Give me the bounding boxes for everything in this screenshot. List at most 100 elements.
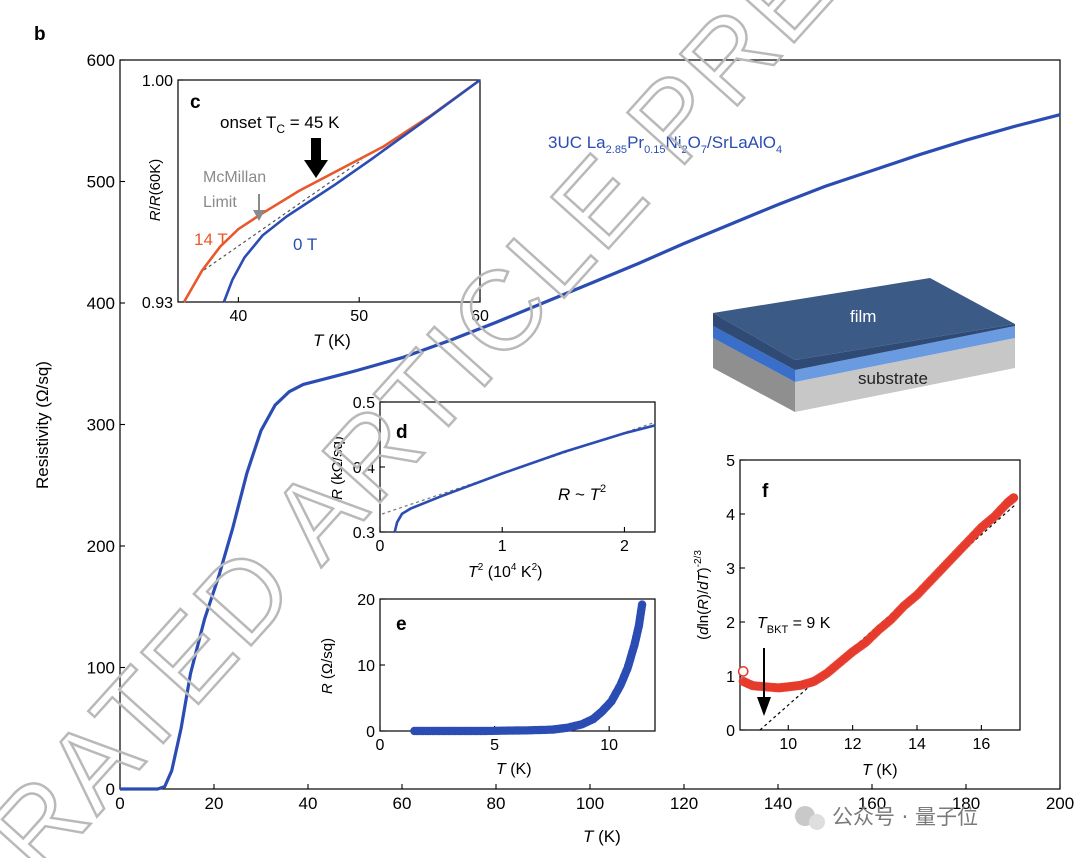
main-xtick-label: 100 <box>576 794 604 813</box>
film-front <box>713 313 795 370</box>
inset-d-ytick-label: 0.5 <box>353 395 375 412</box>
legend-0T: 0 T <box>293 235 317 254</box>
main-chart: 0 20 40 60 80 100 120 140 160 180 200 010020030040… <box>33 51 1074 846</box>
substrate-side <box>795 338 1015 412</box>
inset-e-ytick-label: 20 <box>357 592 375 609</box>
mcmillan-arrow-head <box>253 210 265 221</box>
inset-e-xtick-label: 0 <box>376 737 385 754</box>
inset-f-frame <box>739 459 1021 731</box>
inset-d-y-axis-label: R (kΩ/sq) <box>329 436 346 500</box>
main-xtick-label: 60 <box>393 794 412 813</box>
source-text: 公众号 · 量子位 <box>832 805 978 829</box>
inset-f-x-axis-label: T (K) <box>862 762 898 779</box>
inset-e-ytick-label: 10 <box>357 658 375 675</box>
main-x-ticks: 0 20 40 60 80 100 120 140 160 180 200 <box>115 784 1074 813</box>
inset-f-ytick-label: 4 <box>726 507 735 524</box>
inset-e-ticks: 0 5 10 0 10 20 <box>357 592 618 754</box>
inset-d-xtick-label: 1 <box>498 538 507 555</box>
inset-c-14T-curve <box>182 78 481 303</box>
inset-c-xtick-label: 60 <box>471 308 489 325</box>
inset-c-ytick-label: 1.00 <box>142 73 173 90</box>
mcmillan-label: McMillan <box>203 169 266 186</box>
inset-e-background <box>380 599 655 731</box>
main-ytick-label: 100 <box>87 659 115 678</box>
inset-f-point <box>1009 493 1019 503</box>
main-xtick-label: 160 <box>858 794 886 813</box>
main-ytick-label: 300 <box>87 416 115 435</box>
sample-title: 3UC La2.85Pr0.15Ni2O7/SrLaAlO4 <box>548 133 782 156</box>
inset-f-label: f <box>762 481 769 502</box>
inset-d-annotation: R ~ T2 <box>558 483 606 504</box>
main-xtick-label: 200 <box>1046 794 1074 813</box>
inset-e-xtick-label: 10 <box>600 737 618 754</box>
main-xtick-label: 80 <box>487 794 506 813</box>
main-ytick-label: 0 <box>106 780 115 799</box>
inset-e-x-axis-label: T (K) <box>496 761 532 778</box>
inset-e-points <box>410 600 647 736</box>
inset-c-y-axis-label: R/R(60K) <box>147 159 164 222</box>
main-xtick-label: 40 <box>299 794 318 813</box>
main-xtick-label: 140 <box>764 794 792 813</box>
inset-c-label: c <box>190 92 201 113</box>
inset-d-ticks: 0 1 2 0.3 0.4 0.5 <box>353 395 629 555</box>
inset-c-x-axis-label: T (K) <box>313 331 351 350</box>
film-blue-layer-side <box>795 326 1015 382</box>
main-xtick-label: 180 <box>952 794 980 813</box>
onset-tc-label: onset TC = 45 K <box>220 113 340 136</box>
inset-d-xtick-label: 0 <box>376 538 385 555</box>
main-resistivity-curve <box>120 113 1061 791</box>
inset-e-ytick-label: 0 <box>366 724 375 741</box>
inset-e-y-axis-label: R (Ω/sq) <box>319 638 336 694</box>
onset-tc-arrow <box>304 138 328 178</box>
inset-c-ticks: 40 50 60 0.93 1.00 <box>142 73 489 325</box>
tbkt-arrow-head <box>757 697 771 716</box>
inset-f-ytick-label: 1 <box>726 669 735 686</box>
main-xtick-label: 0 <box>115 794 124 813</box>
main-y-ticks: 0 100 200 300 400 500 600 <box>87 51 125 799</box>
inset-d-xtick-label: 2 <box>620 538 629 555</box>
inset-e: e 0 5 10 0 10 20 R (Ω/sq) T (K) <box>319 592 656 778</box>
inset-c-fit-line <box>203 159 363 271</box>
inset-c-ytick-label: 0.93 <box>142 295 173 312</box>
main-y-axis-label: Resistivity (Ω/sq) <box>33 361 52 489</box>
main-xtick-label: 120 <box>670 794 698 813</box>
inset-c-xtick-label: 40 <box>230 308 248 325</box>
inset-f-ytick-label: 3 <box>726 561 735 578</box>
inset-f-points <box>737 493 1019 693</box>
main-ytick-label: 200 <box>87 537 115 556</box>
inset-d-ytick-label: 0.3 <box>353 525 375 542</box>
inset-d: d 0 1 2 0.3 0.4 0.5 R ~ T2 R (kΩ/sq) T2 (104 … <box>329 395 656 581</box>
inset-f-xtick-label: 12 <box>844 736 862 753</box>
film-top <box>713 278 1015 360</box>
mcmillan-limit-label: Limit <box>203 194 237 211</box>
inset-f-ytick-label: 0 <box>726 723 735 740</box>
inset-e-xtick-label: 5 <box>490 737 499 754</box>
inset-e-label: e <box>396 614 407 635</box>
inset-f-ytick-label: 2 <box>726 615 735 632</box>
legend-14T: 14 T <box>194 230 228 249</box>
main-ytick-label: 600 <box>87 51 115 70</box>
main-xtick-label: 20 <box>205 794 224 813</box>
inset-c-0T-curve <box>222 78 481 303</box>
inset-d-x-axis-label: T2 (104 K2) <box>468 562 543 581</box>
inset-f-y-axis-label: (dln(R)/dT)-2/3 <box>693 550 712 640</box>
wechat-icon-bubble2 <box>809 814 825 830</box>
inset-e-point <box>637 600 647 609</box>
substrate-label: substrate <box>858 369 928 388</box>
panel-label-b: b <box>34 24 46 45</box>
inset-c-frame <box>177 79 481 303</box>
inset-d-curve <box>393 424 656 533</box>
inset-c: c 40 50 60 0.93 1.00 onset TC = 45 K McMilla… <box>142 73 489 350</box>
film-blue-layer-front <box>713 326 795 382</box>
tbkt-label: TBKT = 9 K <box>757 615 831 636</box>
main-ytick-label: 500 <box>87 173 115 192</box>
main-ytick-label: 400 <box>87 294 115 313</box>
inset-f-xtick-label: 10 <box>779 736 797 753</box>
inset-d-ytick-label: 0.4 <box>353 460 375 477</box>
inset-f-xtick-label: 16 <box>972 736 990 753</box>
inset-f-xtick-label: 14 <box>908 736 926 753</box>
film-substrate-schematic: film substrate <box>713 278 1015 412</box>
inset-f-ytick-label: 5 <box>726 453 735 470</box>
